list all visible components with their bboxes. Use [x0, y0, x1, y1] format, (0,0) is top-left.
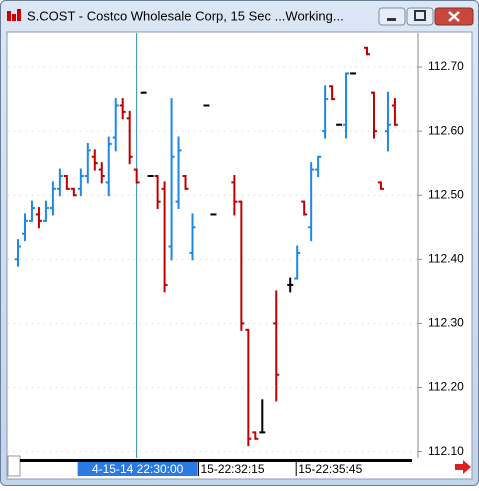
app-icon: [7, 9, 21, 21]
cursor-label-box: [77, 462, 198, 476]
y-tick-label: 112.70: [428, 59, 464, 73]
y-tick-label: 112.50: [428, 187, 464, 201]
close-button[interactable]: [434, 7, 474, 26]
scroll-box[interactable]: [7, 455, 21, 477]
scroll-track[interactable]: [20, 459, 412, 462]
minimize-button[interactable]: [378, 7, 406, 26]
x-tick-label: 4-15-14 22:30:00: [92, 462, 184, 476]
scroll-right-arrow[interactable]: [455, 460, 471, 474]
x-tick-label: 15-22:35:45: [298, 462, 362, 476]
window-title: S.COST - Costco Wholesale Corp, 15 Sec .…: [27, 8, 344, 23]
y-tick-label: 112.30: [428, 316, 464, 330]
y-tick-label: 112.20: [428, 380, 464, 394]
y-tick-label: 112.60: [428, 123, 464, 137]
x-tick-label: 15-22:32:15: [200, 462, 264, 476]
maximize-button[interactable]: [406, 7, 434, 26]
client-area: [6, 31, 473, 480]
y-tick-label: 112.10: [428, 444, 464, 458]
y-tick-label: 112.40: [428, 251, 464, 265]
